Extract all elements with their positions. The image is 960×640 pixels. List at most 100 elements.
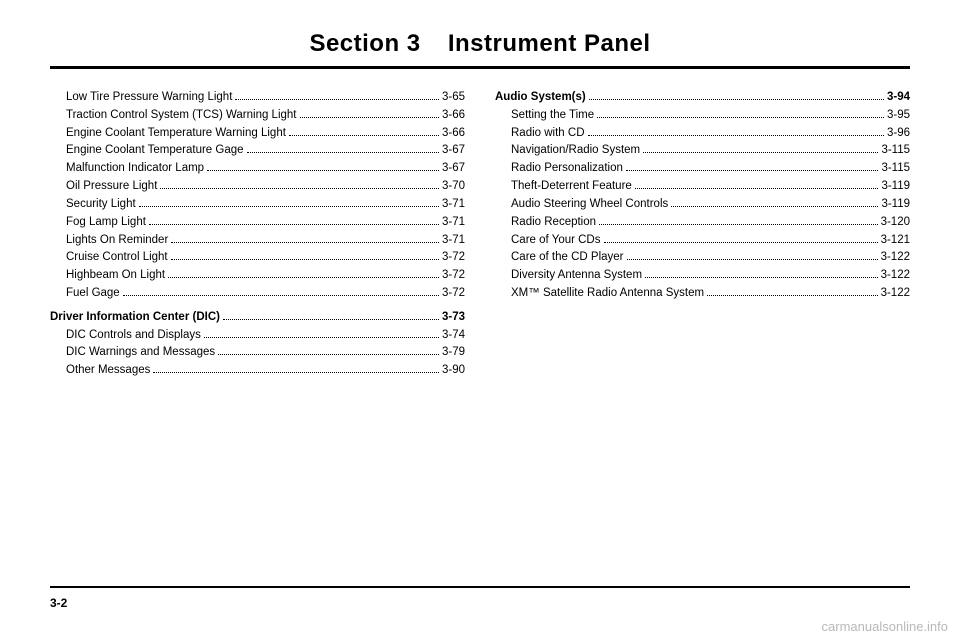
toc-page: 3-115 [881, 142, 910, 160]
toc-page: 3-72 [442, 285, 465, 303]
toc-entry: DIC Warnings and Messages3-79 [66, 344, 465, 362]
watermark: carmanualsonline.info [822, 619, 948, 634]
toc-entry: Fuel Gage 3-72 [66, 285, 465, 303]
toc-dots [247, 152, 439, 153]
toc-entry: Fog Lamp Light 3-71 [66, 214, 465, 232]
toc-page: 3-122 [881, 285, 910, 303]
toc-label: Diversity Antenna System [511, 267, 642, 285]
toc-dots [635, 188, 879, 189]
toc-dots [626, 170, 879, 171]
section-header: Section 3 Instrument Panel [50, 30, 910, 58]
toc-entry: Engine Coolant Temperature Warning Light… [66, 125, 465, 143]
toc-page: 3-67 [442, 142, 465, 160]
toc-dots [597, 117, 884, 118]
toc-page: 3-96 [887, 125, 910, 143]
toc-dots [171, 242, 439, 243]
toc-label: Other Messages [66, 362, 150, 380]
toc-label: Low Tire Pressure Warning Light [66, 89, 232, 107]
toc-entry: XM™ Satellite Radio Antenna System 3-122 [511, 285, 910, 303]
toc-entry: Care of the CD Player3-122 [511, 249, 910, 267]
toc-dots [223, 319, 439, 320]
toc-page: 3-115 [881, 160, 910, 178]
toc-dots [207, 170, 439, 171]
toc-label: XM™ Satellite Radio Antenna System [511, 285, 704, 303]
toc-label: Audio System(s) [495, 89, 586, 107]
toc-label: Radio Reception [511, 214, 596, 232]
toc-label: Lights On Reminder [66, 232, 168, 250]
toc-label: Navigation/Radio System [511, 142, 640, 160]
toc-dots [171, 259, 439, 260]
toc-label: Cruise Control Light [66, 249, 168, 267]
toc-page: 3-70 [442, 178, 465, 196]
toc-entry: Lights On Reminder 3-71 [66, 232, 465, 250]
toc-label: Highbeam On Light [66, 267, 165, 285]
toc-dots [139, 206, 439, 207]
bottom-divider [50, 586, 910, 588]
toc-page: 3-122 [881, 249, 910, 267]
toc-entry: Setting the Time 3-95 [511, 107, 910, 125]
toc-dots [168, 277, 439, 278]
toc-label: Malfunction Indicator Lamp [66, 160, 204, 178]
toc-page: 3-94 [887, 89, 910, 107]
toc-dots [589, 99, 884, 100]
toc-label: Radio with CD [511, 125, 585, 143]
toc-label: Radio Personalization [511, 160, 623, 178]
section-number: 3 [407, 30, 421, 57]
top-divider [50, 66, 910, 69]
toc-dots [599, 224, 878, 225]
toc-page: 3-72 [442, 267, 465, 285]
toc-entry: Low Tire Pressure Warning Light3-65 [66, 89, 465, 107]
toc-page: 3-66 [442, 107, 465, 125]
toc-page: 3-74 [442, 327, 465, 345]
toc-entry: Malfunction Indicator Lamp 3-67 [66, 160, 465, 178]
toc-entry: Engine Coolant Temperature Gage 3-67 [66, 142, 465, 160]
toc-label: Security Light [66, 196, 136, 214]
toc-label: Fuel Gage [66, 285, 120, 303]
toc-dots [604, 242, 878, 243]
toc-page: 3-121 [881, 232, 910, 250]
toc-dots [204, 337, 439, 338]
section-title: Section 3 Instrument Panel [309, 30, 650, 57]
toc-dots [235, 99, 439, 100]
toc-page: 3-71 [442, 214, 465, 232]
toc-dots [149, 224, 439, 225]
toc-dots [645, 277, 878, 278]
toc-page: 3-71 [442, 232, 465, 250]
toc-dots [300, 117, 439, 118]
toc-label: Driver Information Center (DIC) [50, 309, 220, 327]
toc-entry: Oil Pressure Light 3-70 [66, 178, 465, 196]
toc-label: Oil Pressure Light [66, 178, 157, 196]
toc-label: Engine Coolant Temperature Gage [66, 142, 244, 160]
toc-page: 3-90 [442, 362, 465, 380]
toc-page: 3-95 [887, 107, 910, 125]
toc-label: Traction Control System (TCS) Warning Li… [66, 107, 297, 125]
toc-dots [153, 372, 439, 373]
toc-page: 3-79 [442, 344, 465, 362]
toc-entry: Other Messages 3-90 [66, 362, 465, 380]
toc-dots [671, 206, 878, 207]
toc-dots [218, 354, 439, 355]
toc-label: Setting the Time [511, 107, 594, 125]
toc-label: Fog Lamp Light [66, 214, 146, 232]
toc-dots [289, 135, 439, 136]
section-label: Section [309, 30, 399, 57]
toc-entry: Audio Steering Wheel Controls 3-119 [511, 196, 910, 214]
toc-dots [707, 295, 878, 296]
toc-entry: Theft-Deterrent Feature3-119 [511, 178, 910, 196]
toc-entry: Radio with CD 3-96 [511, 125, 910, 143]
toc-columns: Low Tire Pressure Warning Light3-65Tract… [50, 89, 910, 380]
toc-page: 3-67 [442, 160, 465, 178]
toc-dots [643, 152, 878, 153]
toc-entry: Highbeam On Light 3-72 [66, 267, 465, 285]
page-number: 3-2 [50, 596, 67, 610]
toc-page: 3-122 [881, 267, 910, 285]
toc-entry: Navigation/Radio System 3-115 [511, 142, 910, 160]
toc-label: Engine Coolant Temperature Warning Light [66, 125, 286, 143]
toc-entry: Driver Information Center (DIC)3-73 [50, 309, 465, 327]
toc-dots [123, 295, 439, 296]
toc-entry: DIC Controls and Displays3-74 [66, 327, 465, 345]
toc-page: 3-119 [881, 196, 910, 214]
toc-page: 3-120 [881, 214, 910, 232]
toc-label: Audio Steering Wheel Controls [511, 196, 668, 214]
toc-entry: Traction Control System (TCS) Warning Li… [66, 107, 465, 125]
